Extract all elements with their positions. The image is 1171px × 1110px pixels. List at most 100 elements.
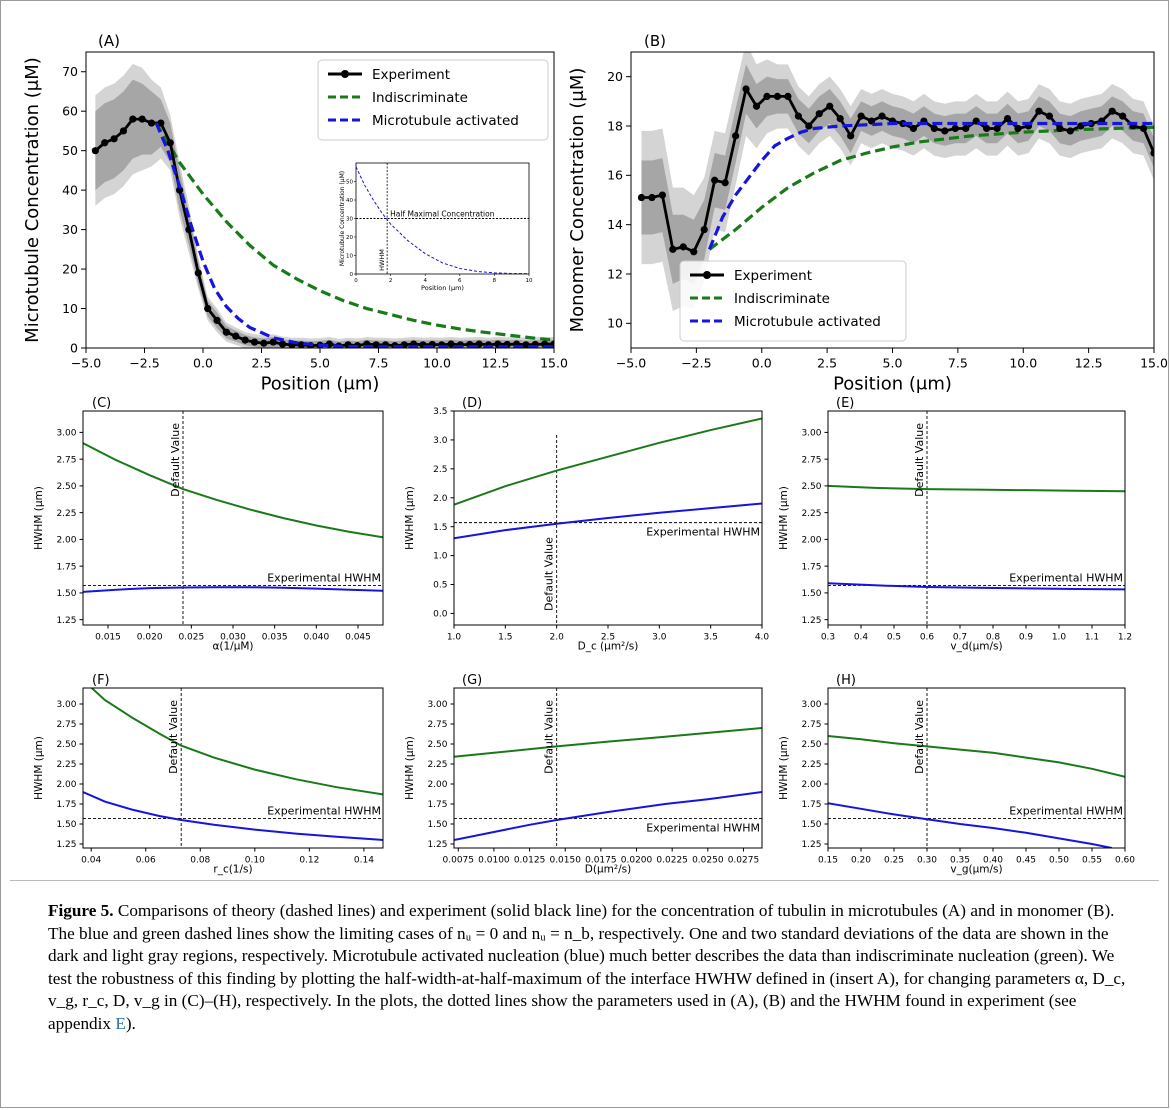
plot-area — [828, 688, 1125, 848]
experiment-point — [297, 341, 305, 348]
experiment-point — [1056, 124, 1064, 133]
experiment-point — [1119, 112, 1127, 120]
experiment-point — [669, 245, 677, 253]
y-tick-label: 1.50 — [56, 589, 76, 599]
y-tick-label: 14 — [607, 217, 623, 232]
y-tick-label: 1.75 — [56, 562, 76, 572]
panel-label: (B) — [644, 32, 666, 50]
y-tick-label: 2.25 — [801, 760, 821, 770]
x-tick-label: −5.0 — [71, 356, 101, 371]
x-tick-label: 0.0125 — [514, 856, 546, 866]
y-tick-label: 60 — [62, 104, 78, 119]
experiment-point — [147, 119, 156, 127]
y-tick-label: 0.5 — [433, 581, 447, 591]
y-tick-label: 12 — [607, 266, 623, 281]
x-tick-label: 0.020 — [137, 633, 163, 643]
y-axis-label: HWHM (μm) — [33, 736, 45, 800]
x-axis-label: Position (μm) — [261, 374, 380, 395]
x-tick-label: 4.0 — [755, 633, 770, 643]
y-tick-label: 1.75 — [801, 562, 821, 572]
legend-entry: Indiscriminate — [372, 90, 468, 106]
legend-marker — [703, 271, 711, 279]
plot-area — [83, 411, 383, 625]
y-tick-label: 2.00 — [56, 536, 76, 546]
experiment-point — [742, 85, 750, 93]
experiment-point — [690, 248, 698, 256]
activated-series — [454, 502, 762, 540]
y-axis-label: HWHM (μm) — [33, 486, 45, 550]
x-axis-label: v_g(μm/s) — [950, 864, 1002, 876]
experiment-point — [773, 92, 782, 100]
x-tick-label: 10.0 — [1009, 356, 1037, 371]
x-tick-label: 1.0 — [1052, 633, 1067, 643]
experiment-point — [204, 304, 212, 313]
panel-A: −5.0 −2.5 0.0 2.5 5.0 7.5 10.0 12.5 15.001020304… — [22, 32, 568, 395]
y-tick-label: 2.75 — [801, 720, 821, 730]
experiment-point — [110, 135, 118, 143]
x-tick-label: 15.0 — [1140, 356, 1168, 371]
plot-area — [637, 52, 1154, 311]
experiment-point — [951, 124, 959, 133]
x-tick-label: 0.50 — [1049, 856, 1069, 866]
y-tick-label: 2.25 — [427, 760, 447, 770]
experiment-point — [930, 124, 938, 133]
y-tick-label: 1.50 — [56, 820, 76, 830]
y-tick-label: 20 — [62, 261, 78, 276]
y-tick-label: 2.50 — [56, 482, 76, 492]
panel-B: −5.0 −2.5 0.0 2.5 5.0 7.5 10.0 12.5 15.0 10 12 14 16… — [567, 32, 1168, 395]
y-tick-label: 20 — [607, 69, 623, 84]
experiment-point — [138, 115, 146, 123]
panel-C: 0.015 0.020 0.025 0.030 0.035 0.040 0.045 1.25 1… — [33, 396, 384, 653]
y-tick-label: 1.0 — [433, 552, 448, 562]
experimental-hwhm-label: Experimental HWHM — [646, 526, 760, 539]
y-tick-label: 2.5 — [433, 465, 447, 475]
y-tick-label: 2.25 — [56, 760, 76, 770]
caption-tail: ). — [125, 1013, 136, 1033]
x-tick-label: 0.9 — [1019, 633, 1034, 643]
inset-x-tick-label: 4 — [423, 278, 427, 284]
x-tick-label: −2.5 — [129, 356, 159, 371]
x-tick-label: 0.04 — [81, 856, 101, 866]
x-tick-label: 2.5 — [252, 356, 272, 371]
experiment-point — [794, 112, 802, 120]
half-max-label: Half Maximal Concentration — [390, 210, 495, 219]
y-axis-label: HWHM (μm) — [778, 736, 790, 800]
x-tick-label: 0.040 — [303, 633, 329, 643]
y-tick-label: 2.50 — [801, 482, 821, 492]
experimental-hwhm-label: Experimental HWHM — [646, 821, 760, 834]
experiment-point — [250, 338, 259, 346]
y-tick-label: 2.0 — [433, 494, 448, 504]
x-tick-label: 0.30 — [917, 856, 937, 866]
experiment-point — [763, 92, 771, 100]
x-tick-label: 0.0075 — [443, 856, 475, 866]
caption-label: Figure 5. — [48, 901, 114, 920]
y-tick-label: 18 — [607, 118, 623, 133]
y-tick-label: 1.75 — [56, 800, 76, 810]
y-tick-label: 1.25 — [56, 840, 76, 850]
experiment-point — [194, 269, 202, 277]
default-value-label: Default Value — [913, 700, 926, 774]
plot-area — [454, 417, 762, 625]
y-tick-label: 1.25 — [427, 840, 447, 850]
legend: Experiment Indiscriminate Microtubule acti… — [679, 260, 907, 342]
activated-series — [83, 586, 383, 593]
experimental-hwhm-label: Experimental HWHM — [267, 804, 381, 817]
x-tick-label: 12.5 — [1075, 356, 1103, 371]
panel-label: (E) — [836, 396, 854, 411]
y-tick-label: 1.75 — [427, 800, 447, 810]
appendix-link[interactable]: E — [115, 1013, 126, 1033]
inset-y-tick-label: 20 — [346, 235, 353, 241]
x-tick-label: −2.5 — [681, 356, 711, 371]
x-tick-label: 0.25 — [884, 856, 904, 866]
experiment-point — [941, 127, 949, 135]
y-tick-label: 1.25 — [56, 616, 76, 626]
panel-label: (F) — [92, 673, 110, 688]
experimental-hwhm-label: Experimental HWHM — [1009, 804, 1123, 817]
indiscriminate-series — [828, 735, 1125, 778]
y-tick-label: 2.75 — [56, 720, 76, 730]
x-tick-label: 12.5 — [482, 356, 510, 371]
y-tick-label: 50 — [62, 143, 78, 158]
activated-series — [454, 791, 762, 841]
one-sd-band — [641, 64, 1154, 284]
panel-label: (G) — [462, 673, 482, 688]
